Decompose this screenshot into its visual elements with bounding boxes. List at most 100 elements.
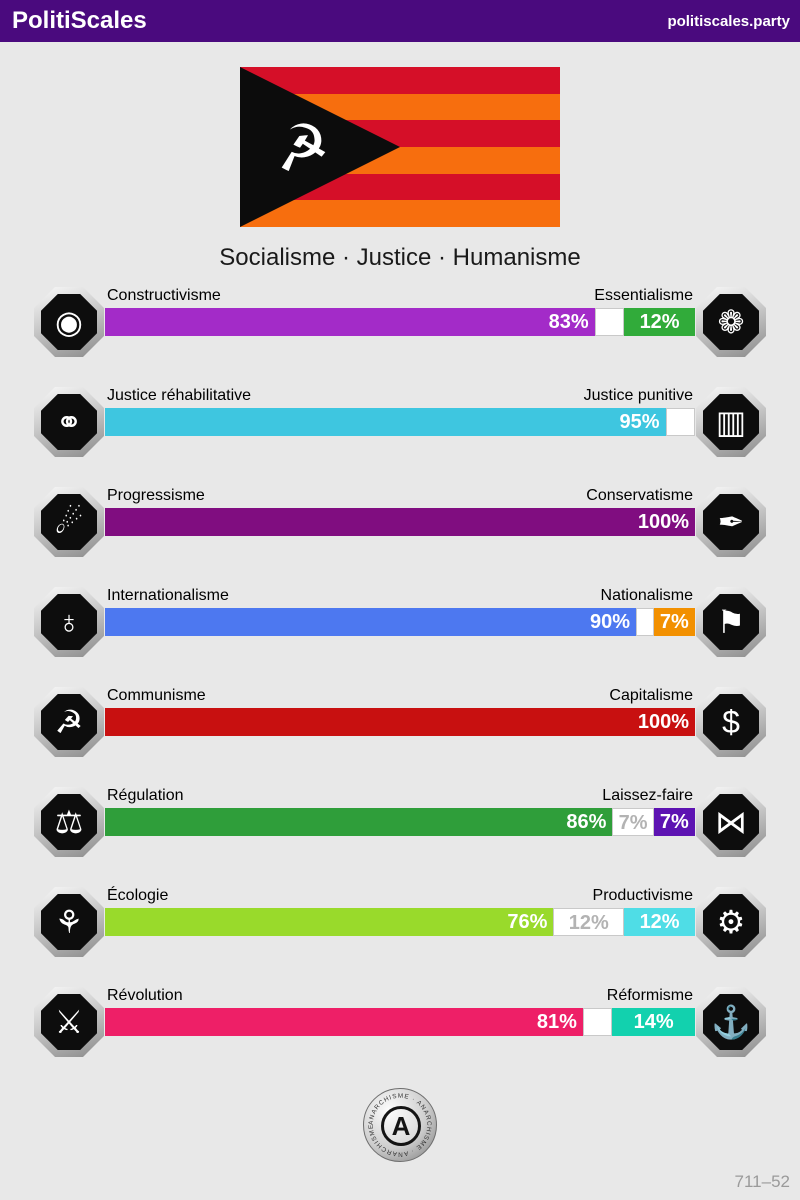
sower-icon: ☄ [34,487,104,557]
axis-neutral-segment [594,308,625,336]
axis-right-label: Laissez-faire [602,787,693,804]
axis-bar: 95% [105,408,695,436]
axis-right-segment: 7% [653,808,695,836]
axis-left-label: Écologie [107,887,169,904]
axis-right-glyph: $ [703,694,759,750]
axis-neutral-segment [636,608,654,636]
axis-left-label: Communisme [107,687,206,704]
axis-bar: 81% 14% [105,1008,695,1036]
app-title: PolitiScales [12,7,147,34]
axis-right-label: Nationalisme [600,587,693,604]
axis-row: Justice réhabilitative Justice punitive 95… [0,385,800,485]
axis-left-glyph: ⚘ [41,894,97,950]
butterfly-icon: ⋈ [696,787,766,857]
axis-left-segment: 86% [105,808,613,836]
eye-construct-icon: ◉ [34,287,104,357]
axis-left-glyph: ☭ [41,694,97,750]
axis-row: Écologie Productivisme 76% 12% 12% ⚘ ⚙ [0,885,800,985]
header-bar: PolitiScales politiscales.party [0,0,800,42]
result-code: 711–52 [734,1172,790,1191]
axis-right-glyph: ❁ [703,294,759,350]
axis-left-glyph: ⚭ [41,394,97,450]
chrysanthemum-icon: ❁ [696,287,766,357]
axis-left-glyph: ◉ [41,294,97,350]
axis-bar: 83% 12% [105,308,695,336]
axis-left-segment: 100% [105,708,695,736]
axis-left-segment: 95% [105,408,666,436]
axis-right-value: 12% [639,911,680,933]
axis-right-glyph: ✒ [703,494,759,550]
axis-right-glyph: ⚙ [703,894,759,950]
pen-nib-icon: ✒ [696,487,766,557]
axis-left-value: 83% [548,311,589,333]
axis-row: Progressisme Conservatisme 100% ☄ ✒ [0,485,800,585]
axis-left-label: Justice réhabilitative [107,387,252,404]
axis-left-glyph: ⚔ [41,994,97,1050]
axis-neutral-segment: 7% [612,808,654,836]
axis-left-label: Révolution [107,987,183,1004]
axes-list: Constructivisme Essentialisme 83% 12% ◉ ❁ Jus… [0,285,800,1085]
axis-row: Communisme Capitalisme 100% ☭ $ [0,685,800,785]
axis-left-value: 100% [637,711,689,733]
axis-right-glyph: ⚓ [703,994,759,1050]
axis-row: Régulation Laissez-faire 86% 7% 7% ⚖ ⋈ [0,785,800,885]
axis-right-label: Conservatisme [586,487,693,504]
axis-row: Révolution Réformisme 81% 14% ⚔ ⚓ [0,985,800,1085]
axis-left-value: 90% [589,611,630,633]
axis-neutral-segment: 12% [553,908,625,936]
ruler-shapes-icon: ⚖ [34,787,104,857]
axis-right-segment: 12% [624,908,695,936]
site-url: politiscales.party [667,13,790,30]
axis-neutral-value: 7% [618,812,648,834]
axis-right-value: 14% [633,1011,674,1033]
hammer-sickle-icon: ☭ [34,687,104,757]
axis-bar: 76% 12% 12% [105,908,695,936]
gears-icon: ⚙ [696,887,766,957]
axis-left-glyph: ♁ [41,594,97,650]
axis-left-value: 95% [619,411,660,433]
axis-bar: 86% 7% 7% [105,808,695,836]
axis-neutral-segment [582,1008,613,1036]
axis-right-label: Justice punitive [583,387,693,404]
anarchy-a-icon: A [381,1106,421,1146]
axis-bar: 90% 7% [105,608,695,636]
axis-left-segment: 83% [105,308,595,336]
result-subtitle: Socialisme · Justice · Humanisme [219,244,581,271]
axis-left-segment: 100% [105,508,695,536]
axis-neutral-segment [665,408,695,436]
axis-right-glyph: ▥ [703,394,759,450]
handshake-icon: ⚭ [34,387,104,457]
axis-right-label: Réformisme [606,987,693,1004]
axis-neutral-value: 12% [568,912,609,934]
axis-left-label: Progressisme [107,487,205,504]
axis-right-glyph: ⚑ [703,594,759,650]
axis-left-label: Constructivisme [107,287,221,304]
globe-laurel-icon: ♁ [34,587,104,657]
money-bag-icon: $ [696,687,766,757]
axis-right-segment: 7% [653,608,695,636]
axis-right-value: 7% [659,611,689,633]
axis-right-glyph: ⋈ [703,794,759,850]
axis-left-label: Régulation [107,787,184,804]
axis-right-segment: 12% [624,308,695,336]
axis-left-glyph: ⚖ [41,794,97,850]
raised-fist-icon: ⚔ [34,987,104,1057]
axis-left-segment: 76% [105,908,554,936]
axis-left-value: 100% [637,511,689,533]
axis-bar: 100% [105,708,695,736]
axis-row: Internationalisme Nationalisme 90% 7% ♁ ⚑ [0,585,800,685]
anarchisme-badge: ANARCHISME · ANARCHISME · ANARCHISME · A [363,1088,437,1162]
flag-icon: ⚑ [696,587,766,657]
flag-stripe [240,200,560,228]
axis-bar: 100% [105,508,695,536]
axis-left-value: 86% [566,811,607,833]
result-flag: ☭ [240,67,560,228]
flag-stripe [240,67,560,94]
axis-left-segment: 90% [105,608,636,636]
axis-right-segment: 14% [612,1008,695,1036]
axis-right-label: Productivisme [592,887,693,904]
hammer-and-sickle-icon: ☭ [269,110,335,187]
axis-row: Constructivisme Essentialisme 83% 12% ◉ ❁ [0,285,800,385]
axis-left-value: 76% [507,911,548,933]
